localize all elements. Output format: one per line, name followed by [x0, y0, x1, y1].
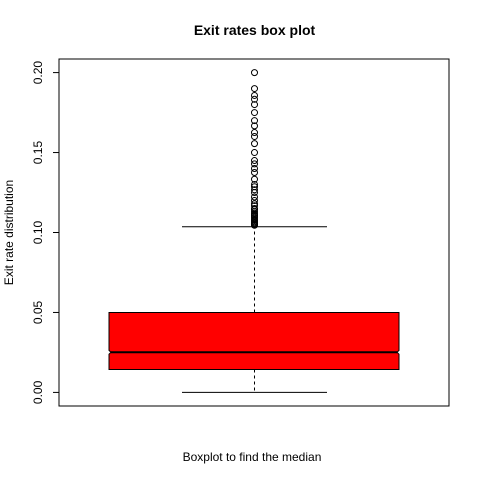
outlier-point [251, 160, 258, 168]
iqr-box [108, 311, 400, 371]
outlier-point [251, 109, 258, 117]
outlier-point [251, 200, 258, 208]
y-tick-label: 0.20 [31, 61, 45, 85]
outlier-point [251, 197, 258, 205]
chart-title: Exit rates box plot [194, 22, 316, 38]
outlier-point [251, 157, 258, 165]
outlier-point [251, 175, 258, 183]
outlier-point [251, 133, 258, 141]
outlier-point [251, 101, 258, 109]
outlier-point [251, 165, 258, 173]
outlier-point [251, 140, 258, 148]
y-tick-label: 0.05 [31, 300, 45, 324]
outlier-point [251, 122, 258, 130]
outlier-point [251, 149, 258, 157]
outlier-point [251, 205, 258, 213]
outlier-point [251, 117, 258, 125]
y-tick-label: 0.15 [31, 141, 45, 165]
outlier-point [251, 186, 258, 194]
y-tick-label: 0.10 [31, 220, 45, 244]
outlier-point [251, 183, 258, 191]
outlier-point [251, 181, 258, 189]
plot-area [108, 69, 400, 393]
outlier-point [251, 91, 258, 99]
outlier-point [251, 69, 258, 77]
outlier-point [251, 202, 258, 210]
outlier-point [251, 169, 258, 177]
y-axis: 0.00 0.05 0.10 0.15 0.20 [31, 61, 60, 404]
outlier-point [251, 85, 258, 93]
outlier-point [251, 95, 258, 103]
outlier-point [251, 193, 258, 201]
outlier-point [251, 129, 258, 137]
y-tick-label: 0.00 [31, 380, 45, 404]
y-axis-label: Exit rate distribution [2, 180, 16, 285]
x-axis-label: Boxplot to find the median [183, 450, 322, 464]
